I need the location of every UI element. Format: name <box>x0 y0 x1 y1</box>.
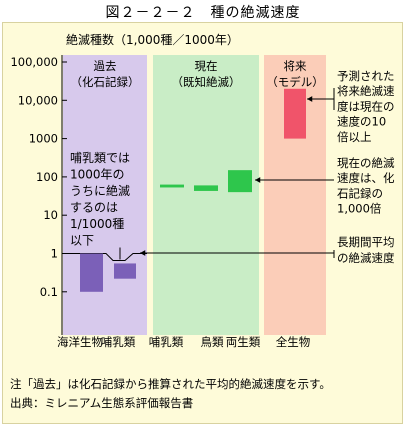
region-sublabel: （モデル） <box>266 75 324 89</box>
region-label: 現在 <box>195 59 218 73</box>
region-band <box>63 55 147 335</box>
y-axis-label: 絶滅種数（1,000種／1000年） <box>66 32 239 47</box>
annotation-present-text: 1,000倍 <box>337 202 382 216</box>
annotation-present-text: 速度は、化 <box>337 171 395 185</box>
range-bar <box>80 253 103 292</box>
future-arrow-head <box>307 96 313 102</box>
source-text: 出典：ミレニアム生態系評価報告書 <box>10 396 194 410</box>
average-arrow-head <box>140 250 146 256</box>
present-arrow-head <box>255 177 261 183</box>
y-tick-label: 100 <box>36 170 58 184</box>
annotation-future-text: 度は現在の <box>337 99 395 113</box>
range-bar <box>160 184 184 188</box>
annotation-mammal-text: 哺乳類では <box>70 151 130 165</box>
annotation-mammal-text: するのは <box>70 201 118 215</box>
figure-title: 図２－２－２ 種の絶滅速度 <box>105 5 301 21</box>
range-bar <box>284 88 306 139</box>
y-tick-label: 10 <box>43 208 58 222</box>
category-label: 哺乳類 <box>101 335 136 349</box>
region-band <box>153 55 259 335</box>
annotation-future-text: 速度の10 <box>337 115 386 129</box>
annotation-mammal-text: 1/1000種 <box>70 217 124 231</box>
category-label: 海洋生物 <box>57 335 103 349</box>
annotation-average-text: 長期間平均 <box>337 235 395 249</box>
y-tick-label: 1000 <box>29 132 58 146</box>
annotation-future-text: 将来絶滅速 <box>337 84 395 98</box>
annotation-future-text: 予測された <box>337 69 395 83</box>
y-tick-label: 100,000 <box>10 55 58 69</box>
region-label: 過去 <box>94 59 117 73</box>
category-label: 全生物 <box>276 335 311 349</box>
range-bar <box>228 170 252 193</box>
category-label: 鳥類 <box>201 335 224 349</box>
y-tick-label: 0.1 <box>40 285 58 299</box>
y-tick-label: 1 <box>51 247 58 261</box>
region-sublabel: （化石記録） <box>71 75 140 89</box>
annotation-mammal-text: うちに絶滅 <box>70 183 130 198</box>
annotation-present-text: 石記録の <box>337 186 383 200</box>
category-label: 哺乳類 <box>149 335 184 349</box>
region-sublabel: （既知絶滅） <box>172 75 241 89</box>
region-label: 将来 <box>284 59 307 73</box>
annotation-mammal-text: 1000年の <box>70 168 125 182</box>
category-label: 両生類 <box>226 335 261 349</box>
annotation-average-text: の絶滅速度 <box>337 251 395 265</box>
note-text: 注「過去」は化石記録から推算された平均的絶滅速度を示す。 <box>10 377 331 391</box>
annotation-future-text: 倍以上 <box>337 130 372 144</box>
range-bar <box>194 185 218 191</box>
annotation-mammal-text: 以下 <box>70 234 94 248</box>
annotation-present-text: 現在の絶滅 <box>337 156 395 170</box>
y-tick-label: 10,000 <box>18 93 58 107</box>
range-bar <box>114 263 136 279</box>
